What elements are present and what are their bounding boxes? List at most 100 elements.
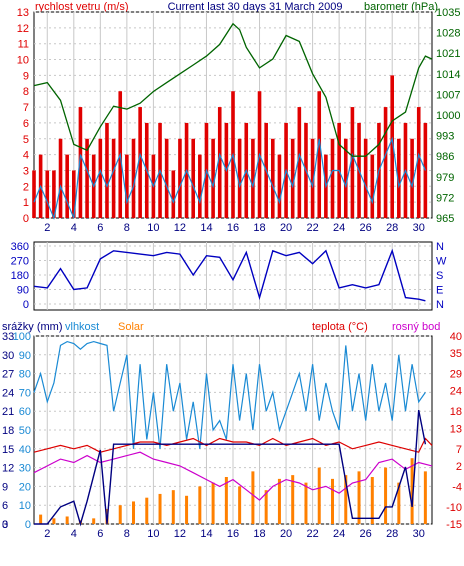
direction-axis-ticks: 0 90 180 270 360: [11, 241, 29, 311]
rain-tick-label: 3: [2, 519, 8, 531]
rain-tick-label: 33: [2, 331, 14, 343]
solar-bar: [344, 475, 348, 524]
wind-max-bar: [397, 138, 401, 218]
solar-bar: [384, 467, 388, 524]
wind-max-bar: [125, 154, 129, 218]
wind-max-bar: [32, 170, 36, 218]
solar-bar: [317, 467, 321, 524]
wind-max-bar: [251, 138, 255, 218]
chart-title: Current last 30 days 31 March 2009: [168, 1, 343, 13]
temperature-tick-label: 18: [450, 406, 462, 418]
temperature-tick-label: -10: [446, 502, 462, 514]
x-tick-label: 20: [280, 222, 292, 234]
wind-tick-label: 0: [23, 213, 29, 225]
pressure-tick-label: 979: [436, 172, 454, 184]
wind-max-bar: [390, 75, 394, 218]
wind-max-bar: [416, 107, 421, 218]
pressure-tick-label: 1014: [436, 69, 460, 81]
humidity-tick-label: 20: [19, 481, 31, 493]
solar-bar: [185, 495, 189, 524]
solar-bar: [52, 518, 56, 524]
humidity-tick-label: 40: [19, 444, 31, 456]
wind-max-bar: [58, 138, 63, 218]
wind-max-bar: [78, 107, 83, 218]
temperature-tick-label: 29: [450, 369, 462, 381]
pressure-axis-ticks: 965 972 979 986 993 1000 1007 1014 1021 1028 1035: [436, 7, 460, 225]
pressure-tick-label: 1021: [436, 48, 460, 60]
x-tick-label: 16: [227, 222, 239, 234]
solar-bar: [277, 478, 281, 524]
wind-max-bar: [45, 170, 50, 218]
wind-tick-label: 6: [23, 118, 29, 130]
x-tick-label: 18: [253, 528, 265, 540]
humidity-tick-label: 70: [19, 387, 31, 399]
temperature-axis-ticks: -15 -10 -4 2 7 13 18 24 29 35 40: [446, 331, 462, 531]
wind-tick-label: 10: [17, 55, 29, 67]
solar-bar: [92, 518, 96, 524]
rain-tick-label: 18: [2, 425, 14, 437]
legend-entry: vlhkost: [65, 321, 99, 333]
x-tick-label: 12: [174, 528, 186, 540]
compass-tick-label: N: [436, 299, 444, 311]
wind-max-bar: [111, 138, 116, 218]
x-tick-label: 22: [306, 528, 318, 540]
day-axis-ticks: 2 4 6 8 10 12 14 16 18 20 22 24 26 28 30: [44, 222, 425, 234]
temperature-tick-label: -4: [452, 481, 462, 493]
lower-chart-legend: srážky (mm) vlhkost Solar teplota (°C) rosný…: [2, 321, 440, 333]
pressure-tick-label: 1028: [436, 28, 460, 40]
x-tick-label: 26: [360, 528, 372, 540]
day-axis-ticks-lower: 2 4 6 8 10 12 14 16 18 20 22 24 26 28 30: [44, 528, 425, 540]
wind-max-bar: [217, 107, 222, 218]
wind-max-bar: [277, 154, 282, 218]
solar-bar: [171, 490, 175, 524]
temperature-tick-label: 35: [450, 348, 462, 360]
x-tick-label: 12: [174, 222, 186, 234]
x-tick-label: 4: [71, 528, 77, 540]
wind-max-bar: [164, 138, 169, 218]
x-tick-label: 24: [333, 528, 345, 540]
wind-max-bar: [65, 154, 69, 218]
legend-entry: srážky (mm): [2, 321, 63, 333]
solar-bars: [39, 458, 427, 524]
solar-bar: [211, 482, 215, 524]
rain-tick-label: 27: [2, 369, 14, 381]
x-tick-label: 4: [71, 222, 77, 234]
pressure-axis-title: barometr (hPa): [364, 1, 438, 13]
wind-max-bar: [72, 170, 76, 218]
wind-tick-label: 12: [17, 23, 29, 35]
rain-tick-label: 0: [2, 519, 8, 531]
temperature-tick-label: 24: [450, 386, 462, 398]
wind-max-bar: [198, 154, 202, 218]
temperature-line: [33, 437, 433, 453]
solar-bar: [410, 458, 414, 524]
x-tick-label: 20: [280, 528, 292, 540]
wind-max-bar: [138, 107, 142, 218]
solar-bar: [264, 490, 268, 524]
dewpoint-line: [33, 451, 433, 501]
compass-tick-label: W: [436, 256, 447, 268]
pressure-tick-label: 965: [436, 213, 454, 225]
wind-max-bar: [297, 107, 302, 218]
wind-max-bar: [105, 122, 109, 218]
wind-tick-label: 11: [18, 39, 29, 51]
solar-bar: [132, 501, 135, 524]
wind-axis-title: rychlost vetru (m/s): [35, 1, 129, 13]
wind-max-bar: [178, 138, 182, 218]
direction-tick-label: 0: [23, 299, 29, 311]
wind-max-bar: [330, 138, 335, 218]
wind-direction-line: [33, 248, 426, 302]
direction-tick-label: 90: [17, 285, 29, 297]
rain-tick-label: 15: [2, 444, 14, 456]
temperature-tick-label: 13: [450, 423, 462, 435]
pressure-tick-label: 1007: [436, 89, 460, 101]
x-tick-label: 24: [333, 222, 345, 234]
wind-tick-label: 3: [23, 165, 29, 177]
wind-tick-label: 7: [23, 102, 29, 114]
x-tick-label: 6: [97, 222, 103, 234]
wind-max-bar: [343, 138, 348, 218]
direction-tick-label: 360: [11, 241, 29, 253]
wind-tick-label: 5: [23, 134, 29, 146]
solar-bar: [198, 486, 202, 524]
legend-entry: teplota (°C): [312, 321, 368, 333]
